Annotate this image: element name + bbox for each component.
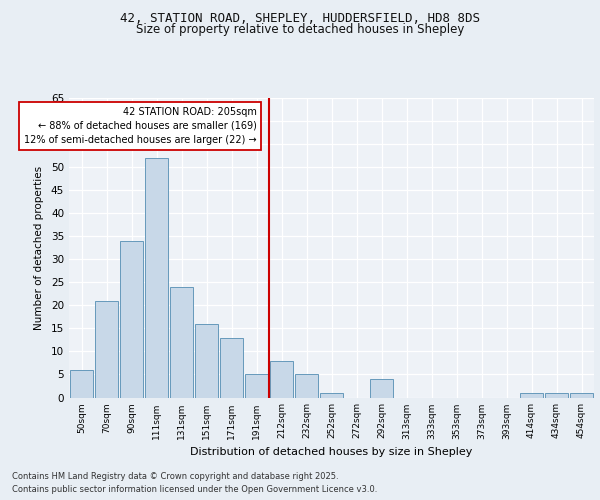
Bar [545, 393, 568, 398]
Text: Size of property relative to detached houses in Shepley: Size of property relative to detached ho… [136, 22, 464, 36]
Bar [195, 324, 218, 398]
Bar [520, 393, 543, 398]
Bar [270, 360, 293, 398]
Bar [320, 393, 343, 398]
Bar [145, 158, 168, 398]
Bar [170, 286, 193, 398]
Text: Contains HM Land Registry data © Crown copyright and database right 2025.: Contains HM Land Registry data © Crown c… [12, 472, 338, 481]
Bar [295, 374, 318, 398]
Bar [245, 374, 268, 398]
Text: Contains public sector information licensed under the Open Government Licence v3: Contains public sector information licen… [12, 485, 377, 494]
Text: 42 STATION ROAD: 205sqm
← 88% of detached houses are smaller (169)
12% of semi-d: 42 STATION ROAD: 205sqm ← 88% of detache… [24, 106, 257, 144]
Bar [220, 338, 243, 398]
Text: 42, STATION ROAD, SHEPLEY, HUDDERSFIELD, HD8 8DS: 42, STATION ROAD, SHEPLEY, HUDDERSFIELD,… [120, 12, 480, 26]
Bar [70, 370, 93, 398]
Bar [570, 393, 593, 398]
Bar [120, 240, 143, 398]
Y-axis label: Number of detached properties: Number of detached properties [34, 166, 44, 330]
Bar [370, 379, 393, 398]
X-axis label: Distribution of detached houses by size in Shepley: Distribution of detached houses by size … [190, 447, 473, 457]
Bar [95, 300, 118, 398]
